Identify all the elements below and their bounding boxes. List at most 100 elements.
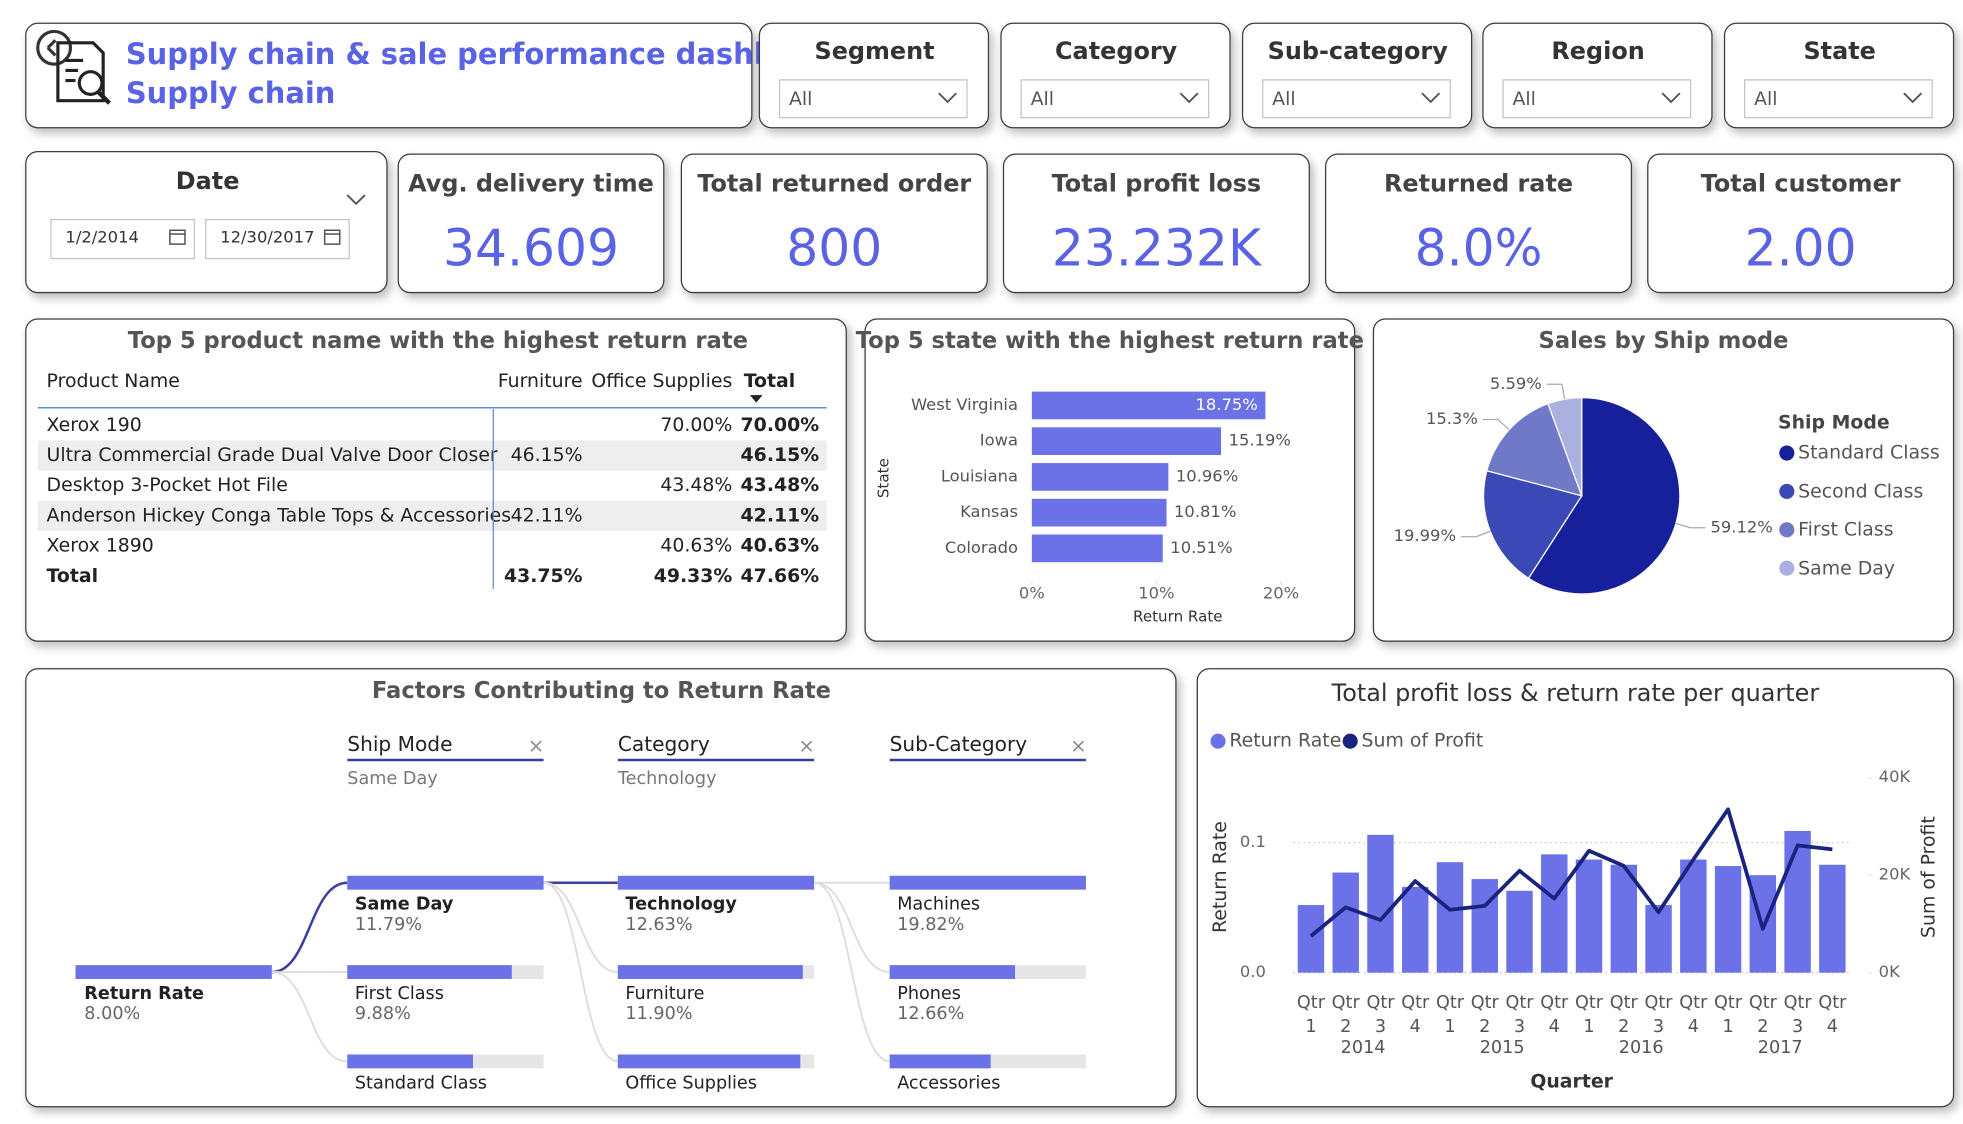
filter-value: All [1272, 87, 1296, 110]
x-tick-label: Qtr 2 [1609, 992, 1638, 1037]
node-value: 9.88% [354, 1004, 411, 1025]
x-tick-label: Qtr 2 [1331, 992, 1360, 1037]
level-field: Sub-Category [889, 732, 1028, 757]
legend-label: Same Day [1798, 556, 1895, 579]
x-tick-label: Qtr 2 [1748, 992, 1777, 1037]
x-tick-label: Qtr 3 [1366, 992, 1395, 1037]
table-cell: 43.48% [740, 473, 820, 497]
filter-dropdown[interactable] [1744, 79, 1933, 119]
x-tick-label: Qtr 3 [1505, 992, 1534, 1037]
table-header: Total [743, 369, 796, 392]
level-selected: Same Day [347, 768, 438, 789]
node-value: 11.90% [625, 1004, 693, 1025]
chart-title: Top 5 state with the highest return rate [855, 327, 1364, 355]
node-label: Same Day [354, 894, 454, 915]
legend-label: Return Rate [1229, 729, 1342, 752]
legend-label: Second Class [1798, 479, 1924, 502]
kpi-value: 8.0% [1414, 220, 1543, 279]
table-cell: Xerox 190 [46, 413, 142, 436]
x-group-label: 2016 [1618, 1038, 1664, 1059]
kpi-card [1002, 153, 1310, 294]
table-total: 43.75% [503, 564, 583, 587]
row-shade [37, 440, 827, 471]
table-total: 49.33% [653, 564, 733, 587]
kpi-title: Returned rate [1383, 169, 1574, 198]
kpi-value: 2.00 [1744, 220, 1857, 279]
table-total: Total [46, 564, 99, 587]
table-cell: Xerox 1890 [46, 534, 154, 557]
kpi-card [1325, 153, 1633, 294]
node-label: First Class [354, 983, 444, 1005]
x-axis-title: Quarter [1530, 1070, 1613, 1093]
table-cell: 40.63% [660, 534, 733, 557]
table-cell: 40.63% [740, 534, 820, 557]
chart-title: Sales by Ship mode [1538, 327, 1789, 355]
table-cell: Desktop 3-Pocket Hot File [46, 473, 288, 497]
y-axis-title: State [874, 458, 893, 499]
node-label: Return Rate [84, 983, 204, 1005]
chart-title: Factors Contributing to Return Rate [371, 677, 832, 705]
node-value: 12.63% [625, 914, 693, 935]
x-tick-label: Qtr 4 [1818, 992, 1847, 1037]
kpi-value: 800 [786, 220, 883, 279]
filter-label: Segment [814, 37, 935, 66]
x-tick-label: Qtr 1 [1714, 992, 1743, 1037]
filter-dropdown[interactable] [1502, 79, 1692, 119]
table-cell: 70.00% [740, 413, 820, 436]
filter-dropdown[interactable] [778, 79, 968, 119]
node-value: 8.00% [84, 1004, 141, 1025]
node-label: Standard Class [354, 1073, 487, 1094]
y2-axis-title: Sum of Profit [1916, 816, 1940, 938]
legend-label: Standard Class [1798, 440, 1940, 464]
node-label: Machines [897, 894, 981, 915]
node-label: Accessories [897, 1073, 1001, 1094]
legend-title: Ship Mode [1778, 410, 1890, 434]
y-axis-title: Return Rate [1208, 821, 1232, 934]
table-title: Top 5 product name with the highest retu… [127, 327, 749, 355]
level-field: Category [617, 732, 710, 757]
node-label: Technology [625, 894, 737, 915]
dashboard-icon [36, 29, 112, 105]
table-cell: 46.15% [510, 443, 583, 467]
x-tick-label: Qtr 1 [1575, 992, 1604, 1037]
table-header: Office Supplies [591, 369, 733, 392]
chart-card [864, 318, 1356, 642]
x-tick-label: Qtr 4 [1679, 992, 1708, 1037]
x-tick-label: Qtr 1 [1435, 992, 1464, 1037]
node-label: Office Supplies [625, 1073, 757, 1094]
filter-dropdown[interactable] [1262, 79, 1451, 119]
table-cell: 42.11% [510, 503, 583, 527]
legend-label: First Class [1798, 517, 1894, 541]
table-header: Product Name [46, 369, 180, 392]
table-header: Furniture [497, 369, 583, 392]
kpi-value: 23.232K [1051, 220, 1261, 279]
kpi-title: Total returned order [697, 169, 972, 198]
node-label: Phones [897, 983, 961, 1005]
table-cell: Ultra Commercial Grade Dual Valve Door C… [46, 443, 498, 467]
filter-dropdown[interactable] [1020, 79, 1210, 119]
legend-label: Sum of Profit [1361, 729, 1484, 752]
filter-label: Category [1055, 37, 1178, 66]
level-selected: Technology [617, 768, 717, 789]
filter-value: All [1030, 87, 1054, 110]
row-shade [37, 500, 827, 532]
kpi-title: Total customer [1700, 169, 1901, 198]
node-value: 11.79% [354, 914, 423, 935]
table-card [25, 318, 847, 642]
filter-value: All [788, 87, 813, 110]
dashboard-title: Supply chain & sale performance dashboar… [125, 38, 849, 72]
x-group-label: 2017 [1757, 1038, 1803, 1059]
kpi-title: Avg. delivery time [408, 169, 654, 198]
filter-label: State [1803, 37, 1876, 66]
x-tick-label: Qtr 4 [1401, 992, 1430, 1037]
date-label: Date [175, 167, 240, 196]
x-tick-label: Qtr 1 [1296, 992, 1325, 1037]
table-cell: 42.11% [740, 503, 820, 527]
kpi-title: Total profit loss [1051, 169, 1262, 198]
header-card [25, 22, 753, 129]
x-tick-label: Qtr 4 [1540, 992, 1569, 1037]
x-group-label: 2014 [1340, 1038, 1386, 1059]
level-field: Ship Mode [347, 732, 453, 757]
chart-title: Total profit loss & return rate per quar… [1331, 679, 1820, 708]
